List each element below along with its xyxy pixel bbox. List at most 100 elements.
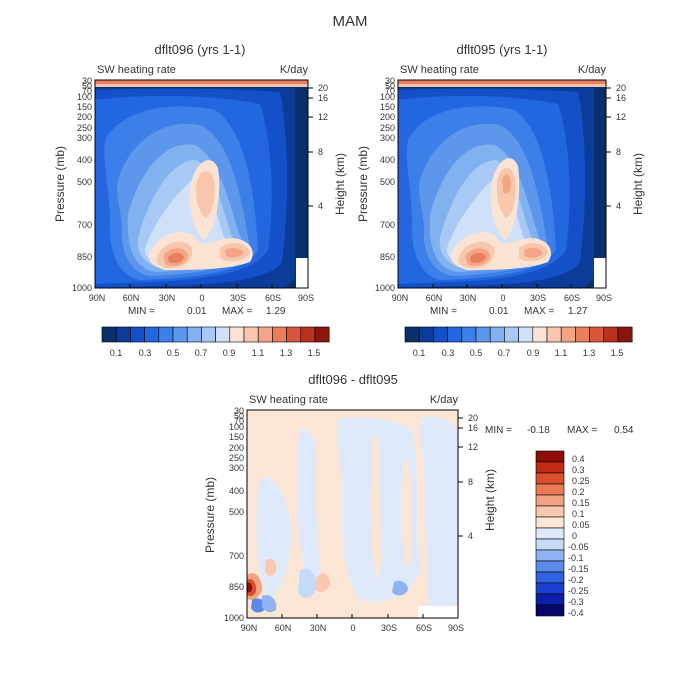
- p3-pos-streak-2: [401, 459, 412, 570]
- p3-colorbar-swatch-7: [535, 527, 565, 540]
- p3-polar-min-2: [262, 594, 277, 613]
- panel-dflt096-subtitle: SW heating rate: [97, 64, 176, 76]
- p3-colorbar-swatch-13: [535, 593, 565, 606]
- p2-htick-20: 20: [616, 83, 626, 93]
- p1-colorbar-swatch-0: [101, 326, 117, 343]
- p1-ytick-1000: 1000: [72, 283, 92, 293]
- p2-stats: MIN = 0.01 MAX = 1.27: [430, 306, 588, 317]
- p1-max-value: 1.29: [266, 306, 286, 317]
- p1-mask-terrain: [296, 258, 308, 288]
- p1-stats: MIN = 0.01 MAX = 1.29: [128, 306, 286, 317]
- p2-colorbar-swatch-11: [560, 326, 576, 343]
- p3-cb-label-0.15: 0.15: [572, 498, 590, 508]
- p2-warm-core-2: [470, 252, 486, 263]
- p1-ytick-100: 100: [77, 92, 92, 102]
- p1-xtick-0: 0: [199, 293, 204, 303]
- p3-min-value: -0.18: [527, 425, 550, 436]
- p3-colorbar-swatch-9: [535, 549, 565, 562]
- p2-cb-label-0.9: 0.9: [527, 348, 540, 358]
- panel-dflt096-units: K/day: [280, 64, 309, 76]
- p2-cb-label-0.7: 0.7: [498, 348, 511, 358]
- p2-yticks: 30 50 70 100 150 200 250 300 400 500 700…: [375, 76, 395, 293]
- p3-mask-terrain: [418, 606, 458, 618]
- p1-ylabel-left: Pressure (mb): [53, 146, 67, 222]
- panel-diff-subtitle: SW heating rate: [249, 394, 328, 406]
- p1-xticks: 90N 60N 30N 0 30S 60S 90S: [89, 284, 314, 303]
- p3-cb-label-0.25: 0.25: [572, 476, 590, 486]
- p3-xtick-90n: 90N: [241, 623, 258, 633]
- p2-warm-core-3: [524, 247, 543, 258]
- p2-ytick-250: 250: [380, 123, 395, 133]
- p2-colorbar-swatch-8: [518, 326, 534, 343]
- p1-colorbar: [101, 326, 330, 343]
- p3-colorbar-swatch-1: [535, 461, 565, 474]
- p3-xtick-60s: 60S: [416, 623, 432, 633]
- p1-yticks: 30 50 70 100 150 200 250 300 400 500 700…: [72, 76, 92, 293]
- p1-xtick-60n: 60N: [123, 293, 140, 303]
- p3-colorbar-labels: 0.4 0.3 0.25 0.2 0.15 0.1 0.05 0 -0.05 -…: [568, 454, 590, 618]
- p1-ytick-50: 50: [82, 81, 92, 91]
- p2-ytick-1000: 1000: [375, 283, 395, 293]
- p1-htick-12: 12: [318, 112, 328, 122]
- p2-cb-label-0.3: 0.3: [442, 348, 455, 358]
- panel-dflt095-heatmap: [398, 80, 606, 288]
- p3-colorbar-swatch-8: [535, 538, 565, 551]
- p3-pos-lower-1: [315, 573, 330, 593]
- p3-colorbar-swatch-0: [535, 450, 565, 463]
- p1-htick-20: 20: [318, 83, 328, 93]
- p2-ytick-700: 700: [380, 220, 395, 230]
- p1-ytick-400: 400: [77, 155, 92, 165]
- p1-colorbar-swatch-9: [229, 326, 245, 343]
- p3-colorbar-swatch-11: [535, 571, 565, 584]
- p1-colorbar-labels: 0.1 0.3 0.5 0.7 0.9 1.1 1.3 1.5: [110, 348, 321, 358]
- p1-cb-label-0.1: 0.1: [110, 348, 123, 358]
- p2-ytick-30: 30: [385, 76, 395, 86]
- p3-colorbar-swatch-4: [535, 494, 565, 507]
- p3-colorbar-swatch-10: [535, 560, 565, 573]
- p2-cb-label-1.5: 1.5: [611, 348, 624, 358]
- p1-colorbar-swatch-13: [286, 326, 302, 343]
- panel-diff-units: K/day: [430, 394, 459, 406]
- p3-colorbar-swatch-6: [535, 516, 565, 529]
- p2-ylabel-right: Height (km): [631, 153, 645, 215]
- p3-cb-label-neg0.05: -0.05: [568, 542, 589, 552]
- p1-warm-core-3: [225, 247, 244, 258]
- p3-htick-4: 4: [468, 531, 473, 541]
- p3-cb-label-neg0.15: -0.15: [568, 564, 589, 574]
- p3-neg-lower-2: [392, 580, 408, 596]
- p3-polar-max-3: [247, 582, 253, 593]
- p3-max-label: MAX =: [567, 425, 597, 436]
- p3-cb-label-0.05: 0.05: [572, 520, 590, 530]
- p1-ytick-700: 700: [77, 220, 92, 230]
- p3-colorbar-swatch-12: [535, 582, 565, 595]
- p3-cb-label-0.1: 0.1: [572, 509, 585, 519]
- p2-htick-16: 16: [616, 93, 626, 103]
- p3-neg-area-1: [256, 477, 291, 600]
- p2-colorbar-swatch-4: [461, 326, 477, 343]
- p1-ytick-30: 30: [82, 76, 92, 86]
- p2-min-value: 0.01: [489, 306, 509, 317]
- p1-ytick-70: 70: [82, 86, 92, 96]
- p3-cb-label-neg0.1: -0.1: [568, 553, 584, 563]
- p3-ytick-1000: 1000: [224, 613, 244, 623]
- p1-ytick-300: 300: [77, 133, 92, 143]
- p1-top-layer: [95, 80, 308, 84]
- p1-htick-16: 16: [318, 93, 328, 103]
- p2-ytick-300: 300: [380, 133, 395, 143]
- p1-xtick-90n: 90N: [89, 293, 106, 303]
- p3-yticks: 30 50 70 100 150 200 250 300 400 500 700…: [224, 406, 244, 623]
- panel-dflt096: dflt096 (yrs 1-1) SW heating rate K/day: [53, 42, 347, 358]
- p1-ytick-150: 150: [77, 102, 92, 112]
- p3-cb-label-neg0.3: -0.3: [568, 597, 584, 607]
- p1-colorbar-swatch-4: [158, 326, 174, 343]
- p2-xtick-90s: 90S: [596, 293, 612, 303]
- p1-colorbar-swatch-14: [300, 326, 316, 343]
- p3-colorbar-swatch-2: [535, 472, 565, 485]
- p1-cb-label-0.9: 0.9: [223, 348, 236, 358]
- p2-xticks: 90N 60N 30N 0 30S 60S 90S: [392, 284, 612, 303]
- p2-colorbar-swatch-3: [447, 326, 463, 343]
- panel-diff-heatmap: [247, 410, 458, 618]
- p1-cb-label-1.5: 1.5: [308, 348, 321, 358]
- p1-ytick-250: 250: [77, 123, 92, 133]
- p2-htick-12: 12: [616, 112, 626, 122]
